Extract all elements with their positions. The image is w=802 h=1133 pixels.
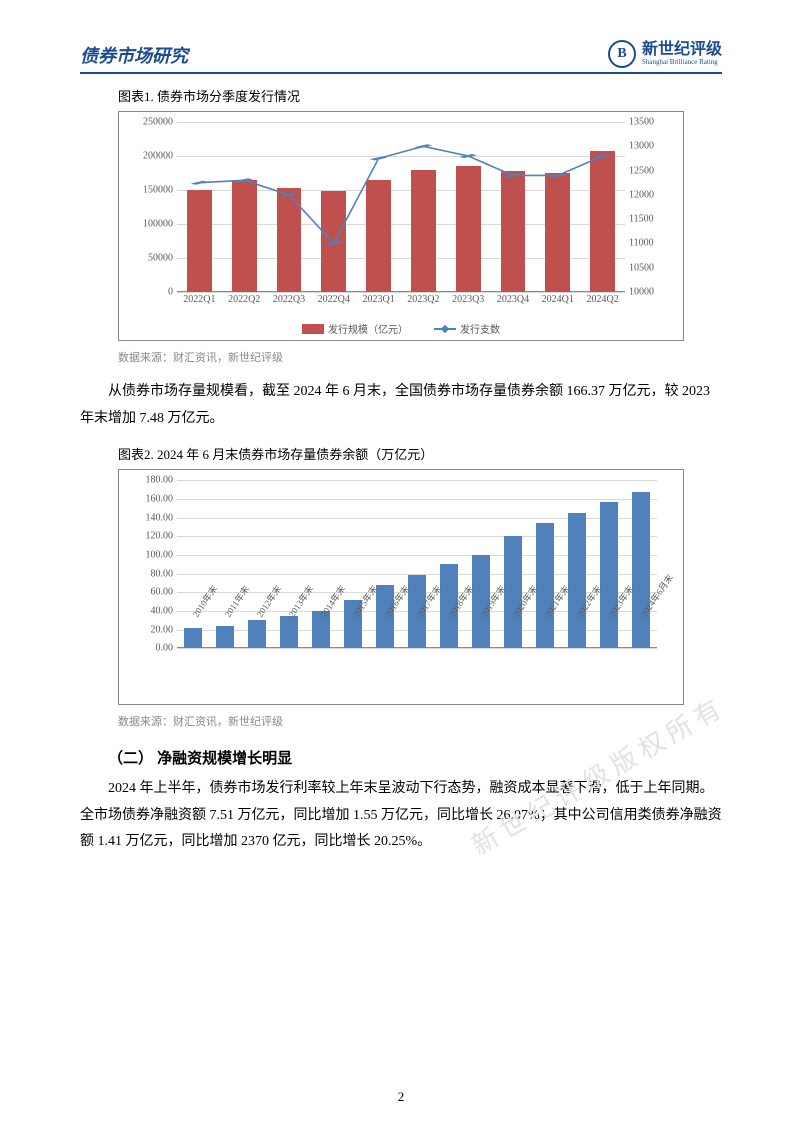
brand-text: 新世纪评级 Shanghai Brilliance Rating [642, 41, 722, 66]
chart2: 0.00 20.00 40.00 60.00 80.00 100.00 120.00 140.… [118, 469, 684, 705]
legend-line-label: 发行支数 [460, 321, 500, 336]
brand-name-cn: 新世纪评级 [642, 41, 722, 59]
chart2-y-tick: 20.00 [133, 624, 173, 635]
chart1-x-tick: 2023Q4 [497, 294, 529, 305]
chart1-bar [277, 188, 302, 292]
chart1-plot: 0500001000001500002000002500001000010500… [133, 122, 669, 292]
chart2-y-tick: 0.00 [133, 643, 173, 654]
chart2-y-tick: 40.00 [133, 605, 173, 616]
chart1-x-labels: 2022Q1 2022Q2 2022Q3 2022Q4 2023Q1 2023Q2 2023… [177, 294, 625, 310]
chart2-y-tick: 80.00 [133, 568, 173, 579]
chart1-x-tick: 2023Q3 [452, 294, 484, 305]
chart1-bar [232, 180, 257, 292]
chart2-plot: 0.0020.0040.0060.0080.00100.00120.00140.… [133, 480, 669, 648]
section-heading: （二） 净融资规模增长明显 [108, 747, 722, 768]
chart1-y2-tick: 11000 [629, 238, 669, 249]
chart1-y2-tick: 11500 [629, 214, 669, 225]
chart2-caption: 图表2. 2024 年 6 月末债券市场存量债券余额（万亿元） [118, 444, 722, 463]
chart1-caption: 图表1. 债券市场分季度发行情况 [118, 86, 722, 105]
chart1-y1-tick: 150000 [133, 185, 173, 196]
chart2-x-labels: 2010年末2011年末2012年末2013年末2014年末2015年末2016… [177, 606, 657, 656]
page-number: 2 [0, 1089, 802, 1105]
chart1-x-tick: 2022Q1 [183, 294, 215, 305]
chart1-x-tick: 2023Q1 [362, 294, 394, 305]
chart1-y2-tick: 10500 [629, 262, 669, 273]
chart1-bar [590, 151, 615, 292]
chart2-y-tick: 120.00 [133, 531, 173, 542]
chart1-x-tick: 2022Q4 [318, 294, 350, 305]
chart1-bar [411, 170, 436, 292]
chart1-x-tick: 2022Q2 [228, 294, 260, 305]
chart1-bar [501, 171, 526, 292]
legend-line: 发行支数 [434, 321, 500, 336]
chart1-y1-tick: 0 [133, 287, 173, 298]
chart2-y-tick: 140.00 [133, 512, 173, 523]
chart2-y-tick: 60.00 [133, 587, 173, 598]
chart1-y2-tick: 13500 [629, 117, 669, 128]
paragraph-1: 从债券市场存量规模看，截至 2024 年 6 月末，全国债券市场存量债券余额 1… [80, 379, 722, 432]
chart2-y-tick: 180.00 [133, 475, 173, 486]
chart1-bar [187, 190, 212, 292]
chart1-bars [177, 122, 625, 292]
legend-bar-swatch [302, 324, 324, 334]
chart1-x-tick: 2024Q2 [586, 294, 618, 305]
chart1-source: 数据来源：财汇资讯，新世纪评级 [118, 349, 722, 365]
chart1-bar [545, 173, 570, 292]
chart1-x-tick: 2022Q3 [273, 294, 305, 305]
brand-name-en: Shanghai Brilliance Rating [642, 59, 722, 67]
chart1-y1-tick: 50000 [133, 253, 173, 264]
chart1-y2-tick: 12500 [629, 165, 669, 176]
legend-line-swatch [434, 328, 456, 330]
page-header: 债券市场研究 B 新世纪评级 Shanghai Brilliance Ratin… [80, 40, 722, 74]
chart1-y2-tick: 12000 [629, 189, 669, 200]
header-title: 债券市场研究 [80, 42, 188, 68]
chart1-bar [321, 191, 346, 292]
chart1-legend: 发行规模（亿元） 发行支数 [119, 321, 683, 336]
paragraph-2: 2024 年上半年，债券市场发行利率较上年末呈波动下行态势，融资成本显著下滑，低… [80, 776, 722, 856]
chart1-bar [366, 180, 391, 292]
legend-bar-label: 发行规模（亿元） [328, 321, 408, 336]
chart1-y1-tick: 250000 [133, 117, 173, 128]
chart1-bar [456, 166, 481, 292]
chart2-y-tick: 160.00 [133, 493, 173, 504]
chart1: 0 50000 100000 150000 200000 250000 10000 10500… [118, 111, 684, 341]
brand-logo-icon: B [608, 40, 636, 68]
chart1-y1-tick: 200000 [133, 151, 173, 162]
chart1-x-tick: 2024Q1 [542, 294, 574, 305]
chart1-y2-tick: 10000 [629, 287, 669, 298]
brand-block: B 新世纪评级 Shanghai Brilliance Rating [608, 40, 722, 68]
chart1-y2-tick: 13000 [629, 141, 669, 152]
legend-bar: 发行规模（亿元） [302, 321, 408, 336]
chart1-gridline [177, 292, 625, 293]
chart1-y1-tick: 100000 [133, 219, 173, 230]
chart2-source: 数据来源：财汇资讯，新世纪评级 [118, 713, 722, 729]
chart1-x-tick: 2023Q2 [407, 294, 439, 305]
chart2-y-tick: 100.00 [133, 549, 173, 560]
